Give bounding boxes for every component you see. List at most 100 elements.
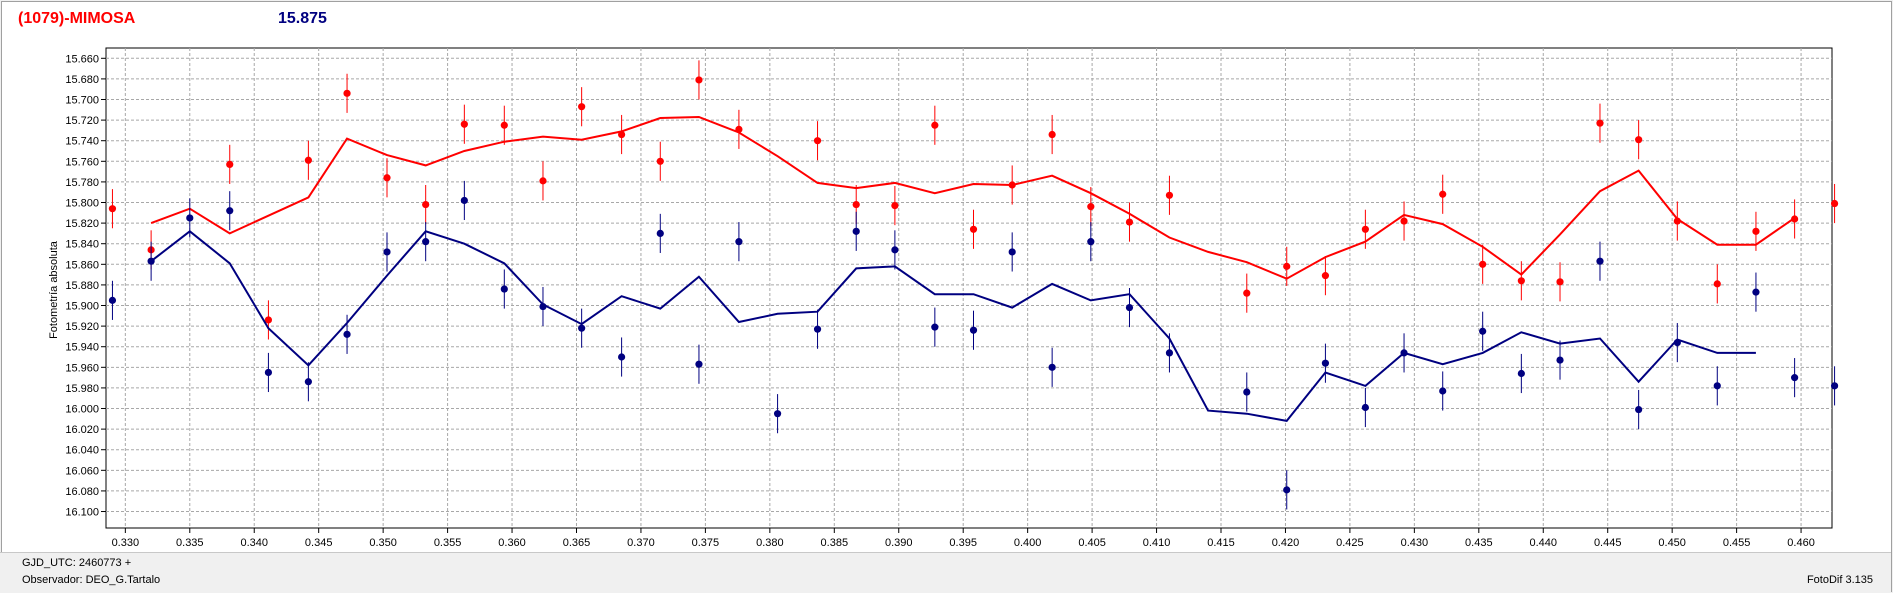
data-point <box>343 330 351 338</box>
data-point <box>852 227 860 235</box>
data-point <box>264 316 273 324</box>
y-tick-label: 15.960 <box>65 362 99 374</box>
data-point <box>618 353 626 361</box>
data-point <box>500 121 508 129</box>
data-point <box>1791 374 1799 382</box>
data-point <box>656 229 664 238</box>
data-point <box>1125 303 1134 312</box>
data-point <box>1439 190 1447 198</box>
gjd-label: GJD_UTC: 2460773 + <box>22 557 132 569</box>
data-point <box>578 103 586 111</box>
data-point <box>304 378 312 386</box>
x-tick-label: 0.405 <box>1078 537 1106 549</box>
x-tick-label: 0.335 <box>176 537 204 549</box>
data-point <box>1830 382 1839 390</box>
object-title: (1079)-MIMOSA <box>18 10 136 27</box>
data-point <box>1321 272 1330 280</box>
x-tick-label: 0.375 <box>692 537 720 549</box>
data-point <box>1713 280 1721 288</box>
y-tick-label: 15.720 <box>65 115 99 127</box>
data-point <box>1087 203 1095 211</box>
data-point <box>147 257 155 265</box>
data-point <box>1830 199 1839 208</box>
data-point <box>186 214 194 222</box>
data-point <box>969 326 978 334</box>
status-bar: GJD_UTC: 2460773 + Observador: DEO_G.Tar… <box>0 552 1891 592</box>
y-tick-label: 16.000 <box>65 404 99 416</box>
x-tick-label: 0.395 <box>949 537 977 549</box>
data-point <box>1596 257 1604 265</box>
x-tick-label: 0.390 <box>885 537 913 549</box>
data-point <box>1479 260 1487 268</box>
y-tick-label: 15.740 <box>65 136 99 148</box>
x-tick-label: 0.380 <box>756 537 784 549</box>
data-point <box>852 200 860 209</box>
series-line <box>150 115 1796 280</box>
data-point <box>383 248 391 256</box>
data-point <box>735 125 743 133</box>
x-tick-label: 0.455 <box>1723 537 1751 549</box>
data-point <box>1165 349 1174 357</box>
data-point <box>1165 191 1174 199</box>
y-axis-label: Fotometría absoluta <box>48 240 60 339</box>
data-point <box>460 120 468 128</box>
x-tick-label: 0.460 <box>1787 537 1815 549</box>
data-point <box>578 324 586 332</box>
data-point <box>304 156 312 164</box>
data-point <box>1400 217 1408 225</box>
y-tick-label: 15.920 <box>65 321 99 333</box>
y-tick-label: 16.100 <box>65 507 99 519</box>
x-tick-label: 0.350 <box>369 537 397 549</box>
y-tick-label: 15.660 <box>65 53 99 65</box>
data-point <box>539 302 547 311</box>
data-point <box>1361 403 1369 412</box>
x-tick-label: 0.400 <box>1014 537 1042 549</box>
data-point <box>1479 327 1487 335</box>
data-point <box>343 89 351 97</box>
y-tick-label: 16.040 <box>65 445 99 457</box>
data-point <box>891 201 899 210</box>
data-point <box>1243 388 1251 396</box>
data-point <box>1556 356 1564 364</box>
x-tick-label: 0.345 <box>305 537 333 549</box>
data-point <box>460 196 468 205</box>
grid <box>106 48 1832 528</box>
data-point <box>891 246 899 254</box>
series-2 <box>108 180 1839 510</box>
series-line <box>150 230 1756 422</box>
series-layer <box>108 60 1839 510</box>
y-tick-label: 16.080 <box>65 486 99 498</box>
x-axis: 0.330 0.335 0.340 0.345 0.350 0.355 0.360 0.365… <box>112 528 1815 549</box>
y-tick-label: 15.980 <box>65 383 99 395</box>
data-point <box>500 285 508 293</box>
observer-label: Observador: DEO_G.Tartalo <box>22 574 161 586</box>
data-point <box>969 225 978 233</box>
x-tick-label: 0.425 <box>1336 537 1364 549</box>
x-tick-label: 0.410 <box>1143 537 1171 549</box>
y-tick-label: 15.940 <box>65 342 99 354</box>
data-point <box>618 130 626 139</box>
x-tick-label: 0.330 <box>112 537 140 549</box>
data-point <box>108 296 117 304</box>
data-point <box>1635 405 1643 414</box>
y-tick-label: 16.020 <box>65 424 99 436</box>
series-1 <box>108 60 1839 340</box>
data-point <box>226 207 234 215</box>
data-point <box>1008 248 1016 256</box>
data-point <box>1087 238 1095 246</box>
data-point <box>1125 218 1134 226</box>
data-point <box>108 205 117 213</box>
y-tick-label: 15.840 <box>65 239 99 251</box>
data-point <box>1008 181 1016 189</box>
x-tick-label: 0.440 <box>1529 537 1557 549</box>
data-point <box>1713 382 1721 390</box>
data-point <box>695 360 703 368</box>
data-point <box>1439 387 1447 395</box>
data-point <box>773 410 782 418</box>
x-tick-label: 0.355 <box>434 537 462 549</box>
y-tick-label: 15.900 <box>65 301 99 313</box>
y-axis: 15.660 15.680 15.700 15.720 15.740 15.760 15.7… <box>65 53 106 519</box>
data-point <box>1791 215 1799 223</box>
y-tick-label: 15.680 <box>65 74 99 86</box>
data-point <box>226 160 234 168</box>
